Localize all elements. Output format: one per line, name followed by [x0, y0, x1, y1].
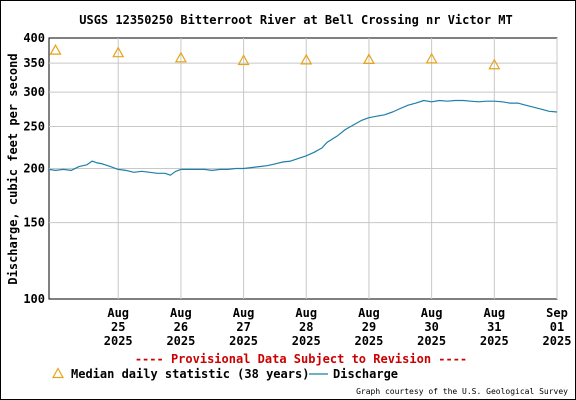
median-marker: [362, 53, 375, 65]
series: [48, 43, 558, 176]
x-tick-label: Aug 31 2025: [480, 306, 509, 348]
chart-title: USGS 12350250 Bitterroot River at Bell C…: [79, 13, 512, 27]
median-marker: [237, 54, 250, 66]
median-marker: [174, 51, 187, 63]
x-tick-label: Aug 29 2025: [354, 306, 383, 348]
legend-label-median: Median daily statistic (38 years): [71, 367, 309, 381]
provisional-note: ---- Provisional Data Subject to Revisio…: [135, 352, 467, 366]
triangle-icon: [51, 367, 65, 379]
x-tick-label: Aug 25 2025: [104, 306, 133, 348]
median-marker: [300, 53, 313, 65]
x-tick-label: Aug 28 2025: [292, 306, 321, 348]
x-axis-ticks: Aug 25 2025 Aug 26 2025 Aug 27 2025 Aug 28 2025 Aug 2…: [104, 306, 572, 348]
y-tick-label: 400: [23, 31, 45, 45]
legend-item-median: Median daily statistic (38 years): [51, 367, 309, 381]
y-tick-label: 200: [23, 162, 45, 176]
legend: Median daily statistic (38 years) Discha…: [51, 367, 398, 381]
x-tick-label: Aug 26 2025: [166, 306, 195, 348]
discharge-line: [48, 99, 558, 176]
median-marker: [112, 46, 125, 58]
y-tick-label: 300: [23, 85, 45, 99]
median-marker: [425, 52, 438, 64]
x-tick-label: Sep 01 2025: [543, 306, 572, 348]
y-axis-label: Discharge, cubic feet per second: [6, 53, 20, 284]
x-tick-label: Aug 30 2025: [417, 306, 446, 348]
y-axis-ticks: 100 150 200 250 300 350 400: [23, 31, 45, 306]
legend-item-discharge: Discharge: [309, 367, 398, 381]
y-tick-label: 100: [23, 292, 45, 306]
y-tick-label: 350: [23, 56, 45, 70]
y-tick-label: 250: [23, 119, 45, 133]
grid: [49, 38, 558, 299]
credit-note: Graph courtesy of the U.S. Geological Su…: [356, 387, 568, 396]
y-tick-label: 150: [23, 216, 45, 230]
x-tick-label: Aug 27 2025: [229, 306, 258, 348]
legend-label-discharge: Discharge: [333, 367, 398, 381]
median-marker: [49, 43, 62, 55]
median-marker: [488, 58, 501, 70]
